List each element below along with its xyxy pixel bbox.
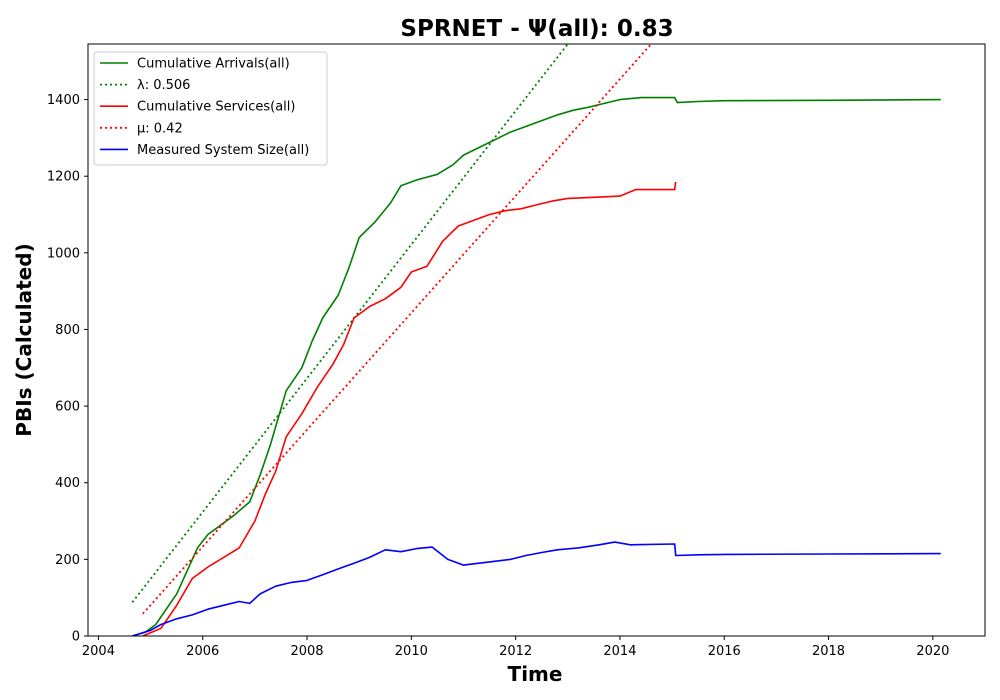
y-tick-label: 600 [55,400,80,415]
chart-title: SPRNET - Ψ(all): 0.83 [400,16,673,42]
axes: 2004 2006 2008 2010 2012 2014 2016 2018 2020 0 200… [47,43,986,659]
x-tick-label: 2006 [186,644,219,659]
plot-frame [87,43,986,637]
x-tick-label: 2010 [395,644,428,659]
y-tick-label: 1400 [47,93,80,108]
series-line-1 [132,96,941,636]
y-tick-label: 0 [72,630,80,645]
plot-area [131,44,941,636]
x-tick-label: 2012 [499,644,532,659]
legend-label: λ: 0.506 [137,78,190,93]
x-tick-label: 2008 [290,644,323,659]
x-tick-label: 2020 [916,644,949,659]
legend-label: Cumulative Arrivals(all) [137,57,290,72]
y-tick-label: 400 [55,476,80,491]
y-axis-title: PBIs (Calculated) [12,243,36,436]
legend-label: Cumulative Services(all) [137,100,295,115]
legend: Cumulative Arrivals(all) λ: 0.506 Cumulati… [93,51,328,166]
legend-label: Measured System Size(all) [137,143,309,158]
legend-box [93,51,328,166]
x-axis-title: Time [508,662,563,686]
x-tick-label: 2004 [82,644,115,659]
x-tick-label: 2018 [812,644,845,659]
x-tick-label: 2014 [603,644,636,659]
y-tick-label: 1000 [47,246,80,261]
legend-label: μ: 0.42 [137,121,183,136]
y-tick-label: 1200 [47,170,80,185]
series-line-5 [132,541,941,636]
series-line-3 [142,181,677,636]
series-group [131,44,941,636]
y-tick-label: 200 [55,553,80,568]
x-tick-label: 2016 [708,644,741,659]
series-line-4 [142,44,652,615]
y-tick-label: 800 [55,323,80,338]
series-line-2 [131,44,569,603]
